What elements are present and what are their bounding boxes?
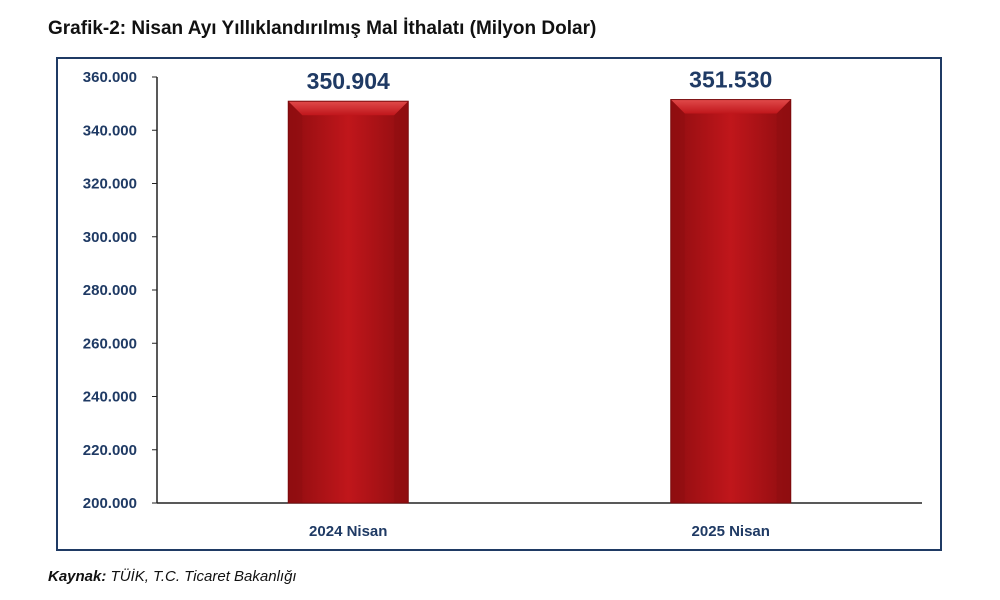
data-label: 350.904 (307, 68, 390, 94)
bar-body (670, 99, 791, 503)
bars (287, 99, 792, 504)
y-tick-label: 220.000 (83, 442, 137, 459)
y-tick-label: 320.000 (83, 176, 137, 193)
chart-frame (56, 57, 942, 551)
source-note: Kaynak: TÜİK, T.C. Ticaret Bakanlığı (48, 568, 297, 585)
bar-bevel-top (288, 101, 409, 116)
chart-title: Grafik-2: Nisan Ayı Yıllıklandırılmış Ma… (48, 18, 597, 39)
category-label: 2025 Nisan (692, 523, 770, 540)
bar-bevel-top (670, 99, 791, 114)
source-label: Kaynak: (48, 568, 107, 585)
chart-axes (156, 77, 922, 504)
y-tick-label: 360.000 (83, 69, 137, 86)
y-tick-label: 300.000 (83, 229, 137, 246)
y-tick-label: 260.000 (83, 335, 137, 352)
bar-bevel-right (776, 99, 791, 503)
category-label: 2024 Nisan (309, 523, 387, 540)
bar-body (288, 101, 409, 503)
y-tick-label: 280.000 (83, 282, 137, 299)
bar (287, 100, 409, 504)
bar-outline (670, 99, 792, 504)
data-label: 351.530 (689, 67, 772, 93)
y-tick-label: 340.000 (83, 122, 137, 139)
data-labels: 350.904 351.530 (307, 67, 773, 95)
source-text: TÜİK, T.C. Ticaret Bakanlığı (110, 568, 297, 585)
bar (670, 99, 792, 504)
bar-bevel-left (670, 99, 685, 503)
y-axis-ticks: 200.000 220.000 240.000 260.000 280.000 300.0… (83, 69, 157, 512)
bar-bevel-right (394, 101, 409, 503)
y-tick-label: 200.000 (83, 495, 137, 512)
bar-bevel-left (288, 101, 303, 503)
category-labels: 2024 Nisan 2025 Nisan (309, 523, 770, 540)
y-tick-label: 240.000 (83, 389, 137, 406)
bar-outline (287, 100, 409, 504)
